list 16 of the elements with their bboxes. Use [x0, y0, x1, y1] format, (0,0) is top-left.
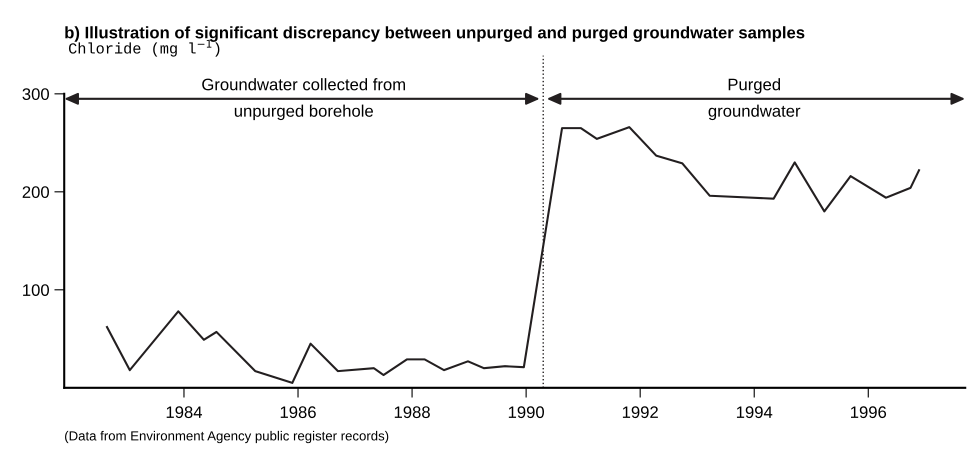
- x-tick-label: 1992: [622, 406, 658, 418]
- y-tick-label: 300: [22, 88, 49, 100]
- x-tick-label: 1994: [736, 406, 772, 418]
- y-tick-label: 200: [22, 186, 49, 198]
- chart-title: b) Illustration of significant discrepancy between unpurged and purged groundwater samples: [65, 26, 804, 42]
- x-tick-label: 1990: [508, 406, 544, 418]
- annotation: groundwater: [708, 104, 800, 120]
- x-tick-label: 1986: [280, 406, 316, 418]
- x-tick-label: 1984: [166, 406, 202, 418]
- text: (Data from Environment Agency public register records): [65, 430, 388, 444]
- y-tick-label: 100: [23, 284, 49, 296]
- x-tick-label: 1988: [394, 406, 430, 418]
- text: Groundwater collected from: [202, 78, 405, 90]
- text: Purged: [728, 78, 780, 94]
- x-tick-label: 1996: [851, 406, 886, 418]
- annotation: unpurged borehole: [234, 104, 373, 120]
